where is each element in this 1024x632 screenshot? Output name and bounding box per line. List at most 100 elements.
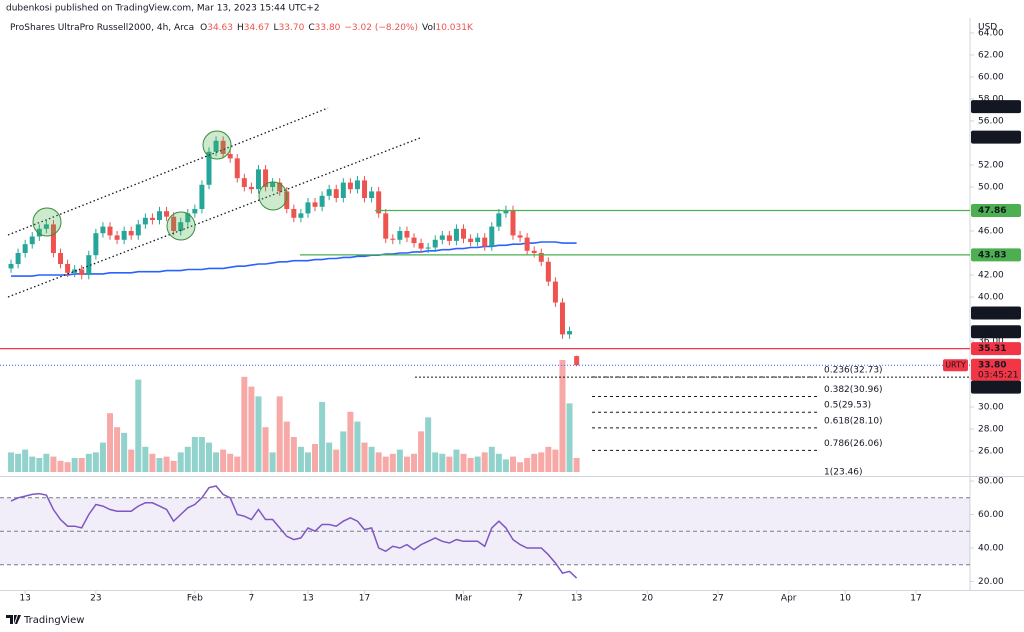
volume-bar (531, 453, 538, 472)
candle-body (8, 263, 14, 269)
volume-bar (354, 421, 361, 472)
volume-bar (425, 417, 432, 472)
volume-bar (135, 379, 142, 472)
x-tick-label: 7 (249, 594, 255, 604)
volume-bar (177, 452, 184, 472)
candle-body (199, 184, 205, 209)
candle-body (432, 239, 438, 248)
footer-logo (6, 615, 21, 624)
candle-body (192, 208, 198, 214)
volume-bar (467, 458, 474, 472)
candle-body (475, 237, 481, 242)
symbol-tag-label: URTY (945, 361, 966, 370)
candle-body (149, 217, 155, 220)
candle-body (567, 331, 573, 335)
volume-bar (107, 413, 114, 472)
candle-body (65, 263, 71, 273)
candle-body (524, 237, 530, 251)
price-pane: 0.236(32.73) 0.382(30.96) 0.5(29.53) 0.618(… (0, 136, 970, 476)
candle-body (234, 158, 240, 179)
candle-body (574, 356, 580, 366)
volume-bar (128, 449, 135, 472)
price-label: 32.72 (978, 383, 1006, 393)
price-label-box (971, 358, 1021, 381)
volume-bar (389, 453, 396, 472)
legend-prefix: H (237, 23, 244, 33)
y-tick-label: 50.00 (978, 182, 1004, 192)
volume-bar (234, 456, 241, 472)
x-tick-label: Apr (781, 594, 797, 604)
volume-bar (411, 453, 418, 472)
candle-body (517, 235, 523, 238)
volume-bar (446, 456, 453, 472)
legend-value: 33.70 (279, 23, 305, 33)
candle-body (390, 238, 396, 240)
y-tick-label: 30.00 (978, 403, 1004, 413)
candle-body (312, 202, 318, 207)
x-tick-label: 10 (840, 594, 852, 604)
candle-body (468, 238, 474, 242)
candle-body (397, 230, 403, 240)
volume-bar (241, 376, 248, 472)
candle-body (107, 226, 113, 236)
candle-body (347, 182, 353, 190)
y-tick-label: 56.00 (978, 116, 1004, 126)
volume-bar (319, 402, 326, 472)
volume-bar (312, 444, 319, 472)
candle-body (213, 140, 219, 152)
legend-value: 33.80 (315, 23, 341, 33)
y-tick-label: 28.00 (978, 425, 1004, 435)
volume-bar (517, 462, 524, 472)
candle-body (135, 224, 141, 236)
y-tick-label: 40.00 (978, 293, 1004, 303)
volume-bar (375, 452, 382, 472)
symbol-tag (943, 359, 968, 372)
price-label: 38.55 (978, 308, 1006, 318)
rsi-line (10, 485, 578, 579)
candle-body (58, 252, 64, 264)
fib-label: 0.236(32.73) (824, 365, 883, 375)
volume-bar (78, 458, 85, 472)
x-tick-label: 13 (302, 594, 313, 604)
candle-body (461, 228, 467, 239)
x-tick-label: 27 (712, 594, 723, 604)
candle-body (121, 230, 127, 240)
volume-bar (156, 458, 163, 472)
legend-value: 34.67 (244, 23, 270, 33)
x-tick-label: Mar (455, 594, 472, 604)
volume-bar (29, 456, 36, 472)
volume-bar (227, 453, 234, 472)
volume-bar (460, 453, 467, 472)
volume-bar (149, 453, 156, 472)
candle-body (298, 213, 304, 218)
currency: USD (978, 23, 997, 33)
countdown: 03:45:21 (978, 371, 1018, 381)
volume-bar (453, 449, 460, 472)
candle-body (277, 182, 283, 192)
price-label: 36.84 (978, 327, 1006, 337)
price-label: 47.86 (978, 206, 1006, 216)
volume-bar (220, 449, 227, 472)
volume-bar (340, 431, 347, 472)
candle-body (164, 211, 170, 217)
candle-body (404, 230, 410, 238)
volume-bar (439, 453, 446, 472)
candle-body (156, 211, 162, 220)
candle-body (114, 235, 120, 240)
candle-body (29, 236, 35, 245)
candle-body (50, 224, 56, 253)
volume-bar (403, 456, 410, 472)
candle-body (72, 269, 78, 273)
volume-bar (304, 452, 311, 472)
x-tick-label: 13 (19, 594, 30, 604)
volume-bar (191, 437, 198, 472)
drawings (7, 107, 421, 298)
candle-body (128, 230, 134, 236)
volume-bar (121, 432, 128, 472)
candle-body (100, 226, 106, 234)
candle-body (43, 224, 49, 229)
volume-bar (566, 403, 573, 472)
x-tick-label: 7 (517, 594, 523, 604)
